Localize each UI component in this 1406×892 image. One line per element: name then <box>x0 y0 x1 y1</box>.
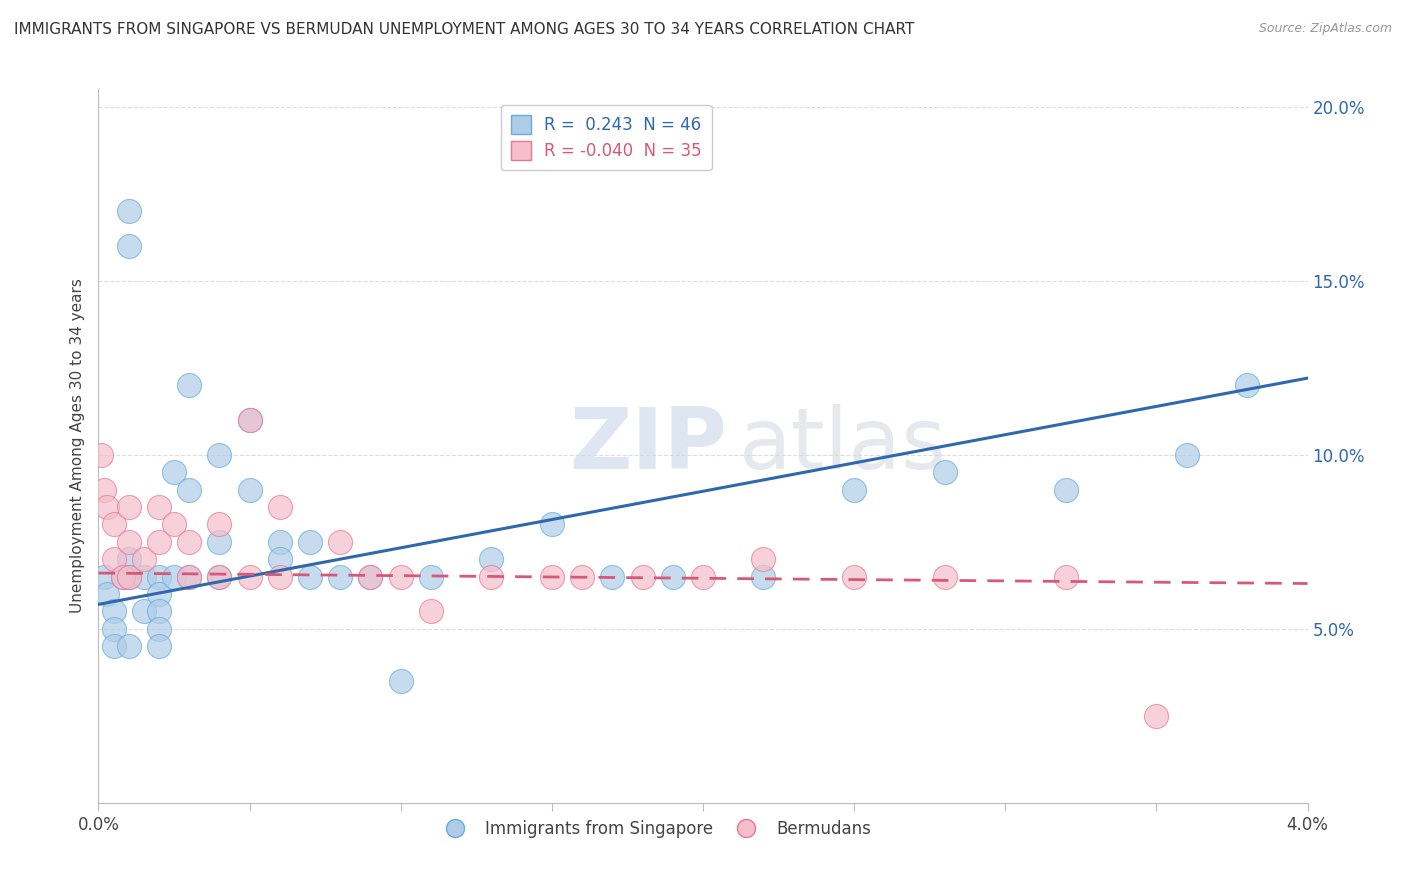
Point <box>103 517 125 532</box>
Point <box>299 569 322 583</box>
Point <box>389 673 412 688</box>
Point <box>1175 448 1198 462</box>
Point <box>540 517 562 532</box>
Point <box>208 569 231 583</box>
Point <box>179 378 201 392</box>
Point <box>844 569 866 583</box>
Point <box>208 534 231 549</box>
Point <box>329 569 352 583</box>
Point <box>148 639 170 653</box>
Point <box>103 604 125 618</box>
Point <box>90 448 112 462</box>
Point <box>208 517 231 532</box>
Point <box>420 604 443 618</box>
Point <box>118 569 141 583</box>
Point <box>934 465 956 479</box>
Point <box>239 483 262 497</box>
Point <box>631 569 654 583</box>
Text: ZIP: ZIP <box>569 404 727 488</box>
Point <box>96 587 118 601</box>
Point <box>299 534 322 549</box>
Point <box>1054 569 1077 583</box>
Point <box>163 517 186 532</box>
Point <box>692 569 714 583</box>
Point <box>934 569 956 583</box>
Legend: Immigrants from Singapore, Bermudans: Immigrants from Singapore, Bermudans <box>432 814 877 845</box>
Text: Source: ZipAtlas.com: Source: ZipAtlas.com <box>1258 22 1392 36</box>
Point <box>148 500 170 514</box>
Point <box>118 239 141 253</box>
Point <box>132 569 155 583</box>
Point <box>179 534 201 549</box>
Point <box>148 622 170 636</box>
Point <box>148 534 170 549</box>
Point <box>118 639 141 653</box>
Point <box>208 448 231 462</box>
Point <box>1236 378 1258 392</box>
Point <box>163 569 186 583</box>
Point <box>661 569 683 583</box>
Point <box>163 465 186 479</box>
Point <box>179 569 201 583</box>
Point <box>752 552 775 566</box>
Point <box>239 413 262 427</box>
Point <box>111 569 134 583</box>
Point <box>118 500 141 514</box>
Point <box>179 569 201 583</box>
Point <box>103 622 125 636</box>
Point <box>103 639 125 653</box>
Point <box>239 413 262 427</box>
Point <box>208 569 231 583</box>
Point <box>148 587 170 601</box>
Point <box>118 552 141 566</box>
Point <box>132 604 155 618</box>
Point <box>481 552 503 566</box>
Point <box>239 569 262 583</box>
Point <box>844 483 866 497</box>
Point <box>118 569 141 583</box>
Point <box>269 552 291 566</box>
Point <box>111 569 134 583</box>
Point <box>602 569 624 583</box>
Text: atlas: atlas <box>740 404 948 488</box>
Point <box>103 552 125 566</box>
Point <box>420 569 443 583</box>
Point <box>481 569 503 583</box>
Point <box>540 569 562 583</box>
Point <box>571 569 593 583</box>
Point <box>752 569 775 583</box>
Point <box>93 569 115 583</box>
Point <box>269 569 291 583</box>
Point <box>269 500 291 514</box>
Point <box>1054 483 1077 497</box>
Point <box>148 604 170 618</box>
Point <box>360 569 382 583</box>
Point <box>118 534 141 549</box>
Point <box>118 204 141 219</box>
Point <box>269 534 291 549</box>
Point <box>132 552 155 566</box>
Point <box>1146 708 1168 723</box>
Point <box>96 500 118 514</box>
Text: IMMIGRANTS FROM SINGAPORE VS BERMUDAN UNEMPLOYMENT AMONG AGES 30 TO 34 YEARS COR: IMMIGRANTS FROM SINGAPORE VS BERMUDAN UN… <box>14 22 914 37</box>
Point <box>389 569 412 583</box>
Point <box>179 483 201 497</box>
Point <box>93 483 115 497</box>
Point <box>148 569 170 583</box>
Point <box>360 569 382 583</box>
Y-axis label: Unemployment Among Ages 30 to 34 years: Unemployment Among Ages 30 to 34 years <box>69 278 84 614</box>
Point <box>329 534 352 549</box>
